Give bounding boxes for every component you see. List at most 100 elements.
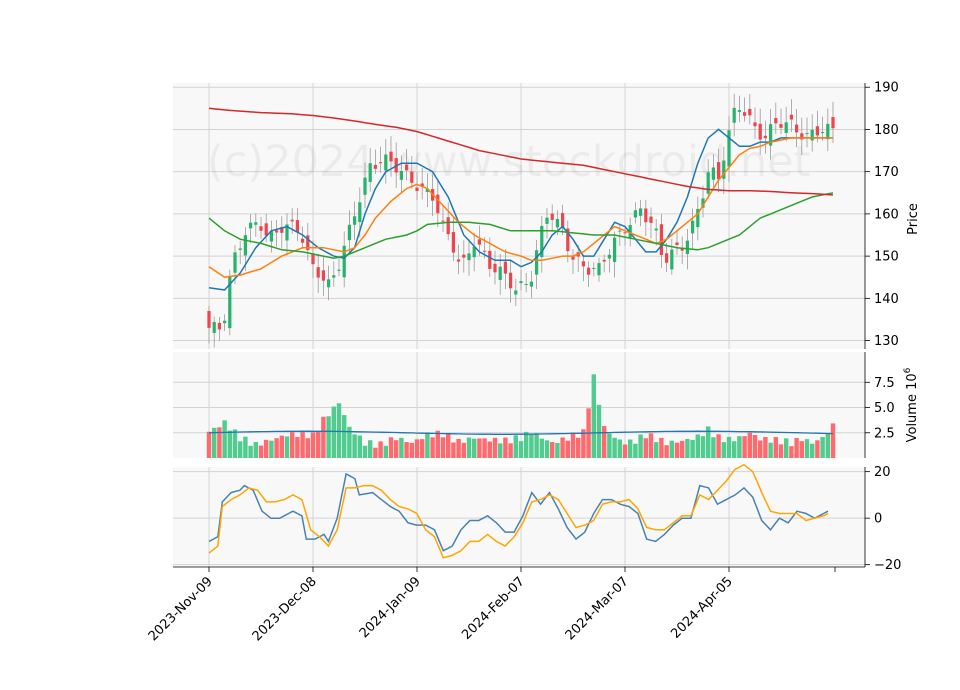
volume-bar xyxy=(685,439,690,458)
candle-down xyxy=(451,232,456,253)
candle-down xyxy=(571,256,575,260)
candle-up xyxy=(768,124,773,146)
candle-down xyxy=(566,228,570,252)
volume-bar xyxy=(471,438,477,458)
candle-up xyxy=(810,129,814,141)
candle-up xyxy=(529,281,534,287)
candle-up xyxy=(248,222,253,229)
candle-down xyxy=(659,224,664,256)
volume-bar xyxy=(503,437,508,458)
candle-up xyxy=(737,110,742,112)
volume-bar xyxy=(763,437,768,458)
volume-bar xyxy=(347,426,352,458)
volume-bar xyxy=(487,441,493,458)
volume-bar xyxy=(820,436,825,458)
candle-down xyxy=(789,114,794,120)
candle-down xyxy=(675,242,679,246)
candle-up xyxy=(784,122,788,133)
volume-bar xyxy=(555,442,560,458)
candle-down xyxy=(482,250,487,252)
candle-down xyxy=(446,217,450,235)
volume-tick-label: 2.5 xyxy=(874,426,895,441)
candle-down xyxy=(716,162,721,180)
candle-down xyxy=(280,227,284,233)
candle-up xyxy=(425,188,430,192)
volume-bar xyxy=(248,445,253,458)
candle-down xyxy=(503,261,508,274)
volume-bar xyxy=(274,438,279,458)
moving-average-ma_mid xyxy=(208,137,833,278)
moving-average-ma_short xyxy=(208,128,833,291)
volume-bar xyxy=(830,423,836,458)
volume-bar xyxy=(773,437,779,458)
candle-down xyxy=(306,235,310,251)
volume-bar xyxy=(279,435,285,458)
volume-bar xyxy=(612,437,617,458)
candle-down xyxy=(649,216,653,223)
volume-bar xyxy=(211,427,217,458)
volume-bar xyxy=(742,436,747,458)
volume-bar xyxy=(633,443,638,458)
volume-bar xyxy=(601,426,607,458)
volume-bar xyxy=(757,440,763,458)
volume-bar xyxy=(664,445,669,458)
volume-bar xyxy=(263,439,269,458)
volume-bar xyxy=(404,442,409,458)
candle-up xyxy=(706,172,710,194)
x-tick-label: 2023-Dec-08 xyxy=(250,574,320,644)
candle-down xyxy=(550,213,554,220)
candle-up xyxy=(690,220,695,234)
volume-bar xyxy=(799,441,805,458)
candle-down xyxy=(389,151,393,162)
candle-up xyxy=(368,163,372,182)
volume-axis-label: Volume 106 xyxy=(903,367,920,442)
oscillator-tick-label: 20 xyxy=(874,465,891,480)
volume-bar xyxy=(383,445,389,458)
volume-bar xyxy=(653,442,659,458)
candle-up xyxy=(212,322,216,333)
candle-down xyxy=(763,135,768,139)
candle-down xyxy=(508,272,513,289)
volume-bar xyxy=(492,437,498,458)
candle-up xyxy=(711,167,716,180)
volume-bar xyxy=(435,430,441,458)
volume-tick-label: 5.0 xyxy=(874,401,895,416)
candle-down xyxy=(321,270,326,281)
volume-bar xyxy=(451,442,456,458)
candle-up xyxy=(670,249,674,270)
volume-bar xyxy=(752,434,758,458)
candle-down xyxy=(410,171,414,183)
candle-down xyxy=(644,208,648,223)
candle-down xyxy=(300,238,305,243)
axes xyxy=(173,83,866,568)
volume-bar xyxy=(425,432,430,458)
volume-bar xyxy=(295,437,300,458)
candle-down xyxy=(274,230,279,233)
volume-bar xyxy=(373,447,378,458)
volume-bar xyxy=(737,436,742,458)
volume-bar xyxy=(237,441,243,458)
volume-bar xyxy=(539,438,545,458)
volume-bar xyxy=(206,431,212,458)
candle-down xyxy=(831,117,835,129)
candle-up xyxy=(498,266,502,280)
volume-bar xyxy=(477,438,482,458)
volume-bar xyxy=(419,439,425,458)
candle-down xyxy=(456,259,461,262)
candle-down xyxy=(264,223,268,236)
volume-bar xyxy=(627,439,633,458)
volume-bar xyxy=(690,439,695,458)
candle-up xyxy=(592,267,596,269)
candle-up xyxy=(347,224,352,241)
candle-up xyxy=(597,263,601,276)
price-tick-label: 160 xyxy=(874,207,899,222)
candle-up xyxy=(254,222,258,225)
moving-average-lines xyxy=(208,107,834,291)
candle-up xyxy=(545,217,549,224)
candle-down xyxy=(742,112,747,116)
candle-down xyxy=(753,122,757,127)
candle-down xyxy=(488,250,492,269)
candle-up xyxy=(732,107,736,123)
volume-bar xyxy=(222,420,227,458)
volume-bar xyxy=(643,438,649,458)
